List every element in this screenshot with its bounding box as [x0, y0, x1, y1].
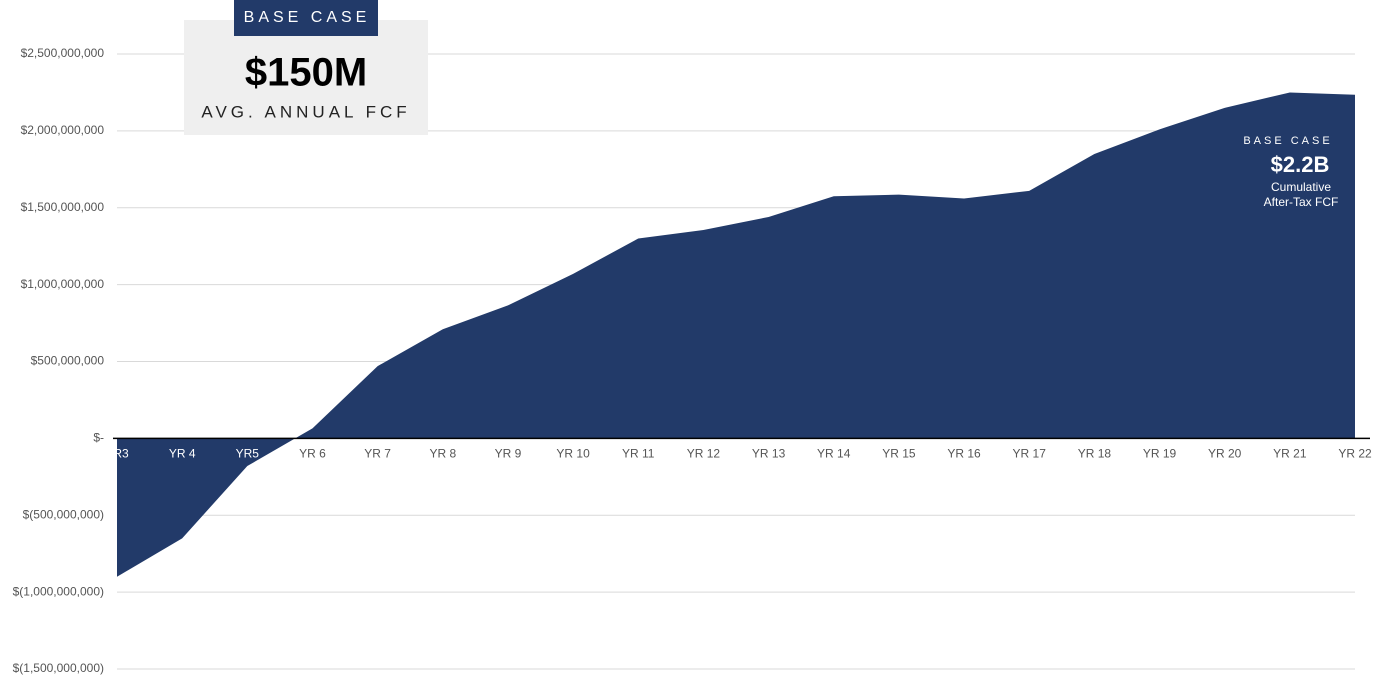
annotation-label: BASE CASE [1243, 135, 1332, 147]
callout-box [184, 20, 428, 135]
plot [113, 92, 1370, 577]
x-tick-label: YR 19 [1143, 447, 1177, 461]
x-tick-label: YR 17 [1013, 447, 1047, 461]
x-tick-label: YR 7 [364, 447, 391, 461]
x-tick-label: YR 22 [1338, 447, 1372, 461]
y-tick-label: $- [93, 431, 104, 445]
x-tick-label: YR 11 [622, 447, 655, 461]
x-tick-label: YR 13 [752, 447, 786, 461]
x-tick-label: YR 18 [1078, 447, 1112, 461]
labels: $2,500,000,000 $2,000,000,000 $1,500,000,0… [13, 46, 1372, 675]
area [117, 92, 1355, 577]
x-tick-label: YR 6 [299, 447, 326, 461]
y-tick-label: $1,000,000,000 [21, 277, 105, 291]
x-tick-label: YR 15 [882, 447, 916, 461]
callout-value: $150M [245, 51, 367, 95]
x-tick-label: YR 4 [169, 447, 196, 461]
y-tick-label: $2,000,000,000 [21, 123, 105, 137]
annotation-caption: After-Tax FCF [1264, 195, 1339, 209]
x-tick-label: YR 21 [1273, 447, 1307, 461]
x-tick-label: YR 12 [687, 447, 721, 461]
annotation-caption: Cumulative [1271, 180, 1331, 194]
x-tick-label: YR5 [236, 447, 260, 461]
x-tick-label: YR 20 [1208, 447, 1242, 461]
annotation-value: $2.2B [1271, 152, 1330, 177]
x-tick-label: YR 10 [556, 447, 590, 461]
x-tick-label: YR3 [105, 447, 129, 461]
x-tick-label: YR 8 [429, 447, 456, 461]
y-tick-label: $(500,000,000) [23, 507, 104, 521]
x-tick-label: YR 9 [495, 447, 522, 461]
x-tick-label: YR 16 [947, 447, 981, 461]
y-tick-label: $500,000,000 [31, 354, 105, 368]
callout-caption: AVG. ANNUAL FCF [201, 102, 410, 121]
y-tick-label: $1,500,000,000 [21, 200, 105, 214]
callout-label: BASE CASE [244, 9, 371, 26]
y-tick-label: $(1,000,000,000) [13, 584, 104, 598]
x-tick-label: YR 14 [817, 447, 851, 461]
callout-header [234, 0, 378, 36]
y-tick-label: $2,500,000,000 [21, 46, 105, 60]
y-tick-label: $(1,500,000,000) [13, 661, 104, 675]
